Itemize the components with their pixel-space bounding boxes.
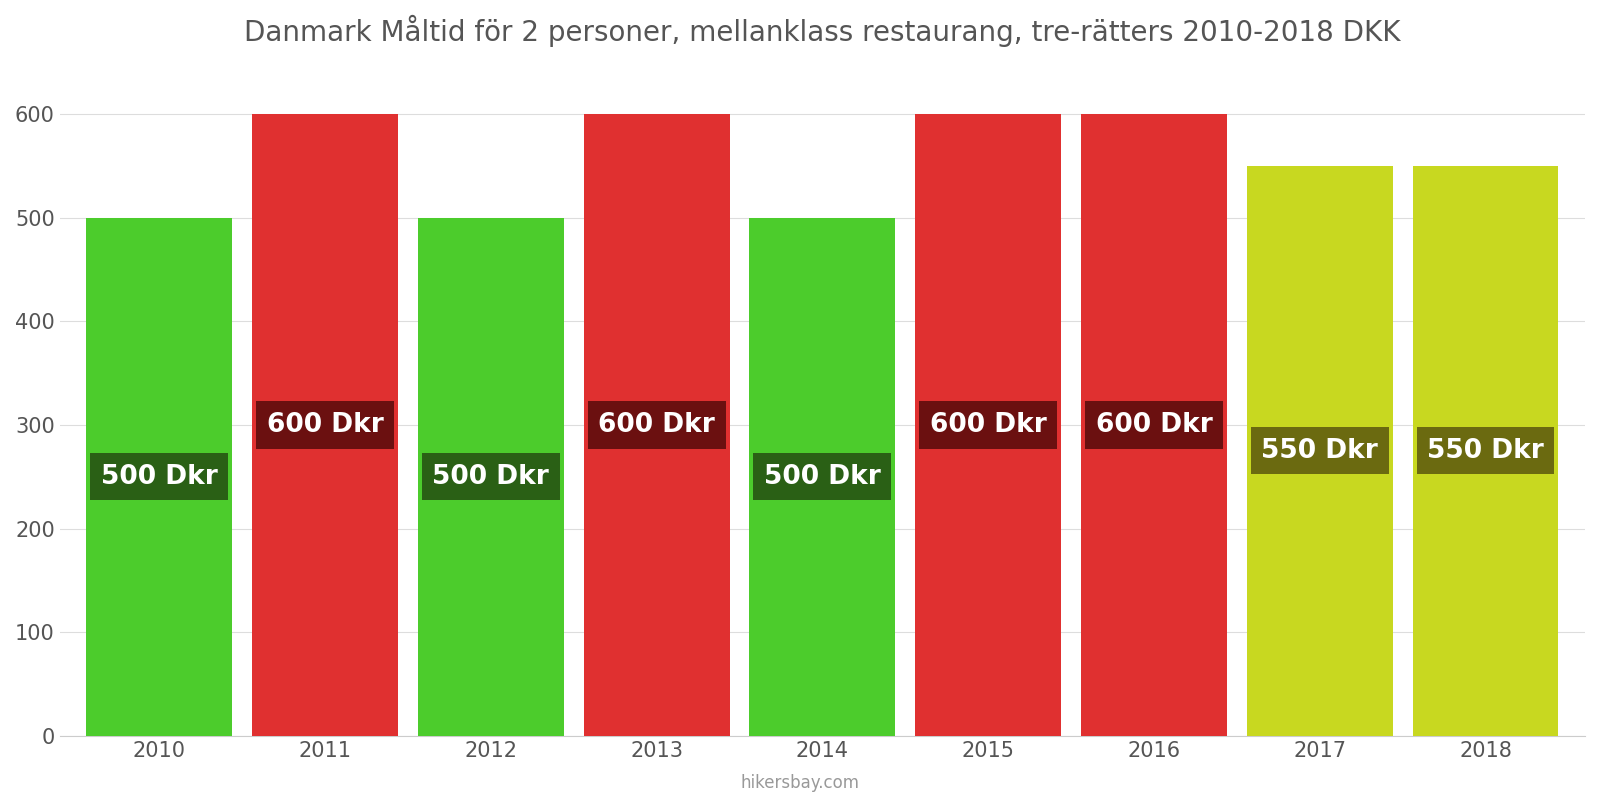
- Text: 600 Dkr: 600 Dkr: [1096, 412, 1213, 438]
- Bar: [253, 114, 398, 736]
- Text: 500 Dkr: 500 Dkr: [763, 464, 880, 490]
- Bar: [86, 218, 232, 736]
- Text: 600 Dkr: 600 Dkr: [267, 412, 384, 438]
- Bar: [1413, 166, 1558, 736]
- Text: hikersbay.com: hikersbay.com: [741, 774, 859, 792]
- Title: Danmark Måltid för 2 personer, mellanklass restaurang, tre-rätters 2010-2018 DKK: Danmark Måltid för 2 personer, mellankla…: [245, 15, 1400, 47]
- Bar: [1246, 166, 1392, 736]
- Text: 550 Dkr: 550 Dkr: [1427, 438, 1544, 464]
- Text: 500 Dkr: 500 Dkr: [101, 464, 218, 490]
- Bar: [418, 218, 563, 736]
- Bar: [1082, 114, 1227, 736]
- Bar: [584, 114, 730, 736]
- Bar: [749, 218, 896, 736]
- Bar: [915, 114, 1061, 736]
- Text: 600 Dkr: 600 Dkr: [930, 412, 1046, 438]
- Text: 600 Dkr: 600 Dkr: [598, 412, 715, 438]
- Text: 550 Dkr: 550 Dkr: [1261, 438, 1378, 464]
- Text: 500 Dkr: 500 Dkr: [432, 464, 549, 490]
